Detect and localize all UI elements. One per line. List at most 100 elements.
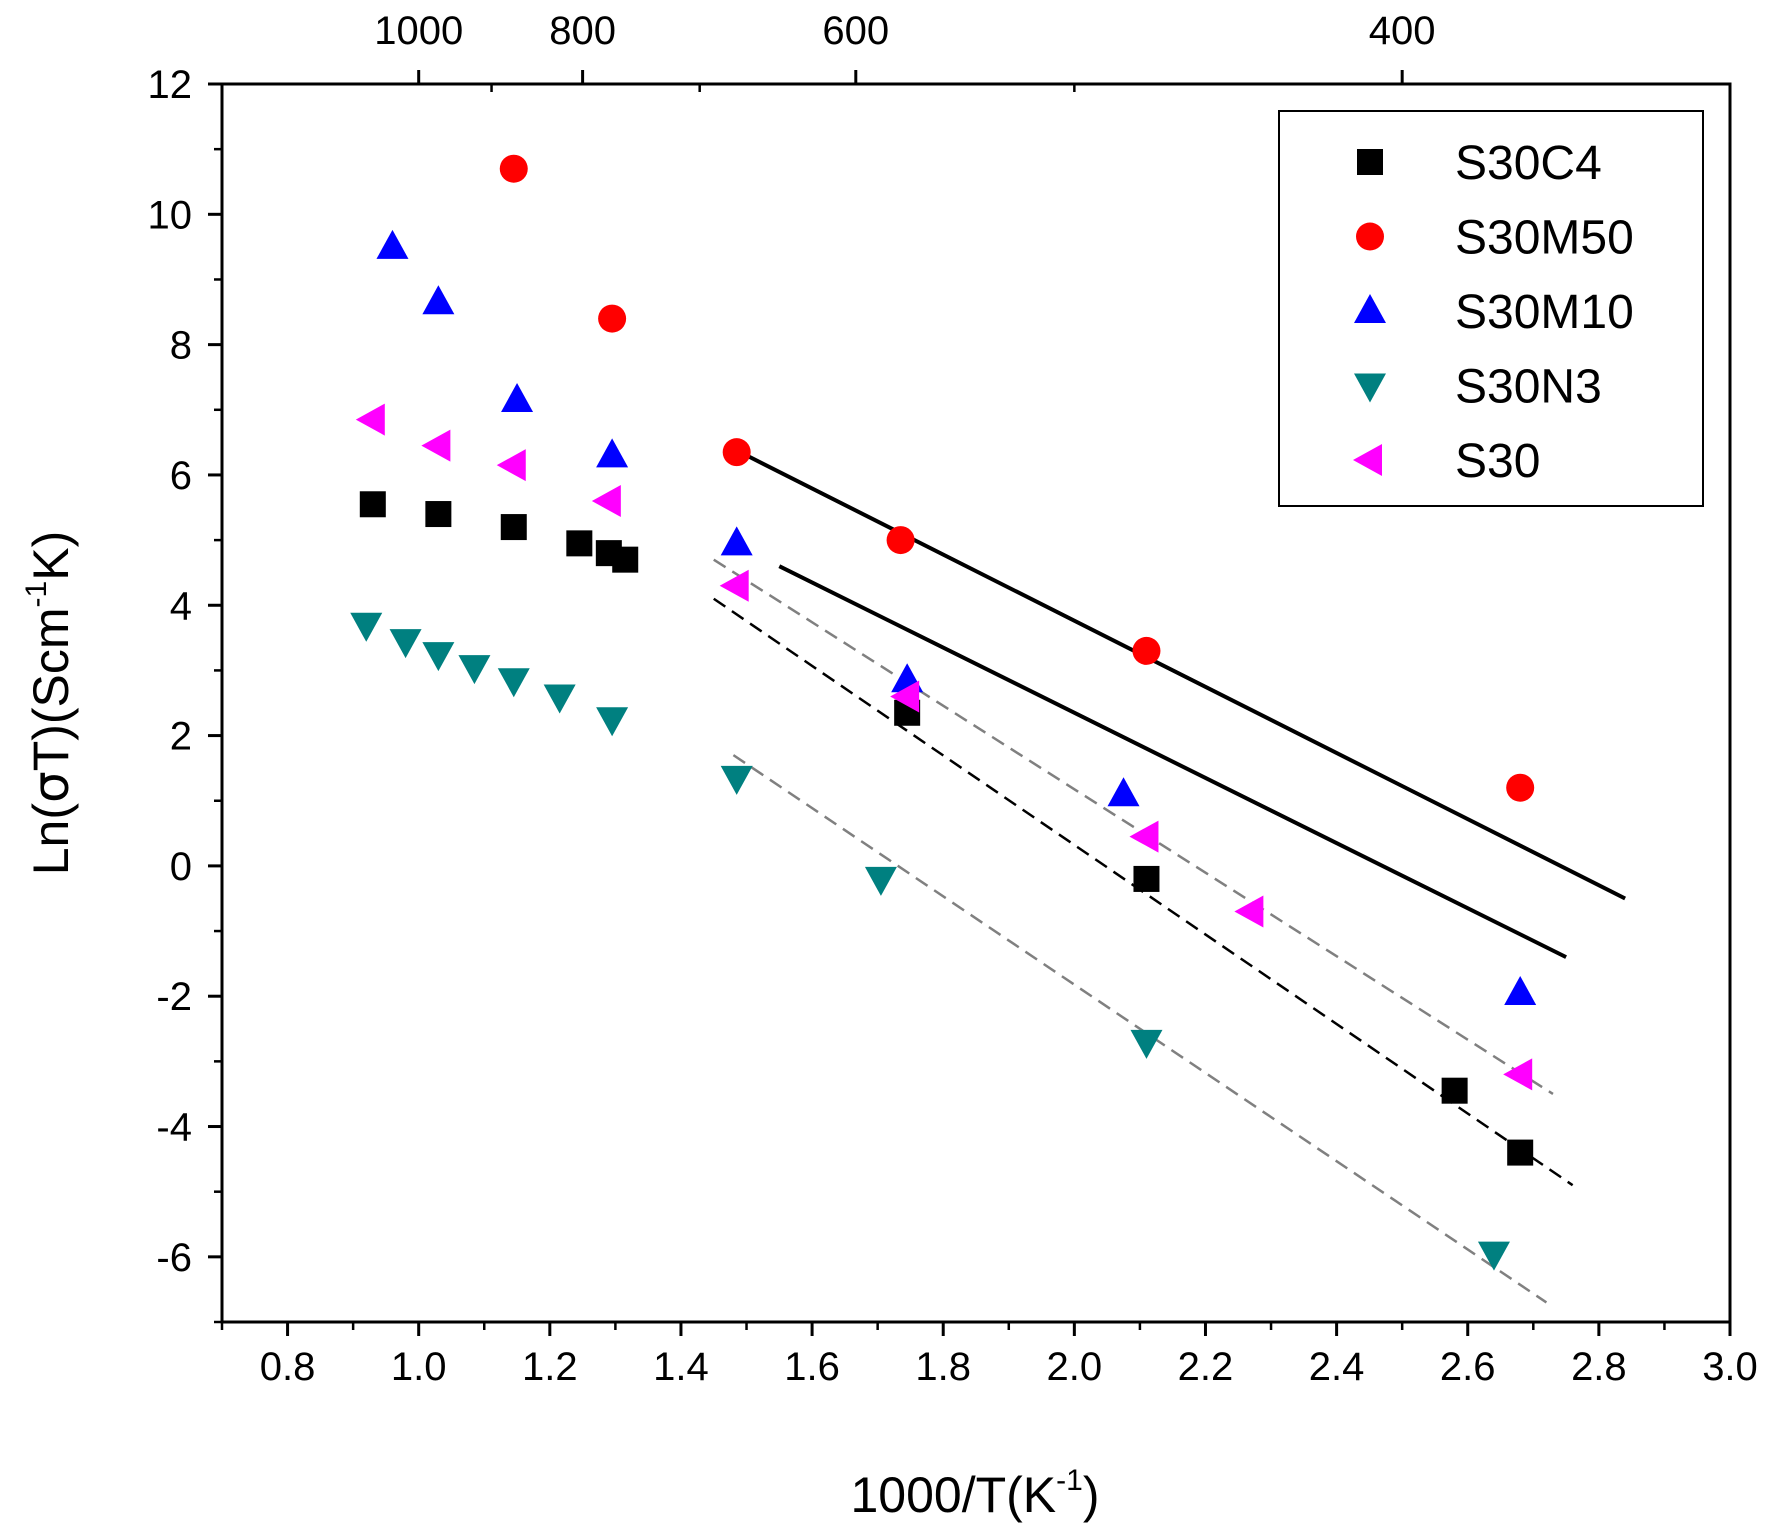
data-point-s30m10 xyxy=(501,383,534,413)
x-tick-label: 0.8 xyxy=(260,1345,316,1389)
x-axis-title-base: 1000/T(K xyxy=(850,1467,1056,1523)
data-point-s30m10 xyxy=(720,526,753,556)
y-tick-label: -6 xyxy=(156,1236,192,1280)
top-tick-label: 1000 xyxy=(374,9,463,53)
y-axis-title: Ln(σT)(Scm-1K) xyxy=(20,531,80,876)
x-tick-label: 1.4 xyxy=(653,1345,709,1389)
data-point-s30c4 xyxy=(425,501,452,528)
legend-marker-s30m10 xyxy=(1354,294,1386,323)
plot-frame xyxy=(220,82,1732,1324)
data-point-s30m50 xyxy=(722,438,751,467)
data-point-s30m10 xyxy=(422,285,455,315)
data-point-s30n3 xyxy=(497,668,530,698)
legend-label-s30: S30 xyxy=(1455,435,1540,488)
data-point-s30 xyxy=(890,680,920,713)
legend-marker-s30 xyxy=(1353,444,1382,476)
legend-label-s30c4: S30C4 xyxy=(1455,137,1602,190)
data-point-s30n3 xyxy=(720,765,753,795)
data-point-s30n3 xyxy=(389,629,422,659)
y-tick-label: 0 xyxy=(170,845,192,889)
top-tick-label: 800 xyxy=(549,9,616,53)
data-point-s30m50 xyxy=(499,154,528,183)
data-point-s30n3 xyxy=(458,655,491,685)
fit-line xyxy=(713,558,1554,1096)
data-point-s30 xyxy=(1129,820,1159,853)
data-point-s30c4 xyxy=(1133,865,1160,892)
x-tick-label: 2.2 xyxy=(1178,1345,1234,1389)
data-point-s30 xyxy=(496,449,526,482)
data-point-s30m10 xyxy=(1107,777,1140,807)
data-point-s30m50 xyxy=(886,526,915,555)
data-point-s30 xyxy=(1503,1058,1533,1091)
x-axis-title-close: ) xyxy=(1083,1467,1100,1523)
x-tick-label: 2.8 xyxy=(1571,1345,1627,1389)
legend-marker-s30m50 xyxy=(1356,222,1384,251)
y-tick-label: -2 xyxy=(156,975,192,1019)
fit-line xyxy=(778,564,1567,959)
fit-line xyxy=(713,597,1574,1187)
y-tick-label: 4 xyxy=(170,584,192,628)
data-point-s30n3 xyxy=(543,684,576,714)
y-tick-label: 8 xyxy=(170,324,192,368)
legend-marker-s30c4 xyxy=(1357,149,1383,175)
y-axis-title-exponent: -1 xyxy=(20,581,53,608)
data-point-s30c4 xyxy=(500,514,527,541)
data-point-s30 xyxy=(355,403,385,436)
data-markers xyxy=(350,154,1537,1271)
y-axis-title-part2: T)(Scm xyxy=(23,607,79,771)
x-tick-label: 2.6 xyxy=(1440,1345,1496,1389)
top-tick-label: 600 xyxy=(822,9,889,53)
data-point-s30n3 xyxy=(350,612,383,642)
fit-line xyxy=(732,754,1548,1304)
top-axis: 1000800600400200 xyxy=(374,9,1436,92)
x-axis-title-exponent: -1 xyxy=(1056,1464,1083,1497)
x-axis: 0.8 1.0 1.2 1.4 1.6 1.8 2.0 2.2 2.4 2.6 2.8 3.0 xyxy=(220,1322,1758,1389)
y-tick-label: 10 xyxy=(148,193,193,237)
data-point-s30n3 xyxy=(422,642,455,672)
y-tick-label: 12 xyxy=(148,63,193,107)
x-tick-label: 1.8 xyxy=(915,1345,971,1389)
data-point-s30n3 xyxy=(864,866,897,896)
data-point-s30m50 xyxy=(1132,636,1161,665)
data-point-s30m10 xyxy=(376,229,409,259)
data-point-s30m50 xyxy=(598,304,627,333)
data-point-s30m10 xyxy=(1504,975,1537,1005)
data-point-s30m10 xyxy=(596,438,629,468)
data-point-s30n3 xyxy=(1130,1029,1163,1059)
y-tick-label: 6 xyxy=(170,454,192,498)
legend-marker-s30n3 xyxy=(1354,373,1386,403)
data-point-s30 xyxy=(1234,895,1264,928)
x-tick-label: 1.2 xyxy=(522,1345,578,1389)
x-axis-title: 1000/T(K-1) xyxy=(850,1464,1099,1523)
data-point-s30n3 xyxy=(596,707,629,737)
data-point-s30c4 xyxy=(359,491,386,518)
y-tick-label: 2 xyxy=(170,715,192,759)
x-tick-label: 3.0 xyxy=(1702,1345,1758,1389)
fit-line xyxy=(745,453,1626,901)
data-point-s30 xyxy=(719,569,749,602)
x-tick-label: 2.4 xyxy=(1309,1345,1365,1389)
x-tick-label: 1.6 xyxy=(784,1345,840,1389)
y-tick-label: -4 xyxy=(156,1106,192,1150)
x-tick-label: 1.0 xyxy=(391,1345,447,1389)
legend: S30C4 S30M50 S30M10 S30N3 S30 xyxy=(1278,110,1704,507)
y-axis-title-sigma: σ xyxy=(22,771,80,803)
y-axis-title-part3: K) xyxy=(23,531,79,581)
data-point-s30 xyxy=(591,485,621,518)
legend-label-s30n3: S30N3 xyxy=(1455,361,1602,414)
y-axis-title-part1: Ln( xyxy=(23,803,79,876)
x-tick-label: 2.0 xyxy=(1047,1345,1103,1389)
data-point-s30m50 xyxy=(1506,773,1535,802)
legend-label-s30m10: S30M10 xyxy=(1455,286,1634,339)
y-axis: -6 -4 -2 0 2 4 6 8 10 12 xyxy=(148,63,222,1324)
legend-box xyxy=(1278,110,1704,507)
legend-label-s30m50: S30M50 xyxy=(1455,212,1634,265)
data-point-s30c4 xyxy=(612,546,639,573)
data-point-s30n3 xyxy=(1477,1241,1510,1271)
data-point-s30c4 xyxy=(1507,1139,1534,1166)
data-point-s30c4 xyxy=(566,530,593,557)
data-point-s30 xyxy=(421,429,451,462)
fit-lines xyxy=(713,453,1626,1304)
data-point-s30c4 xyxy=(1441,1077,1468,1104)
